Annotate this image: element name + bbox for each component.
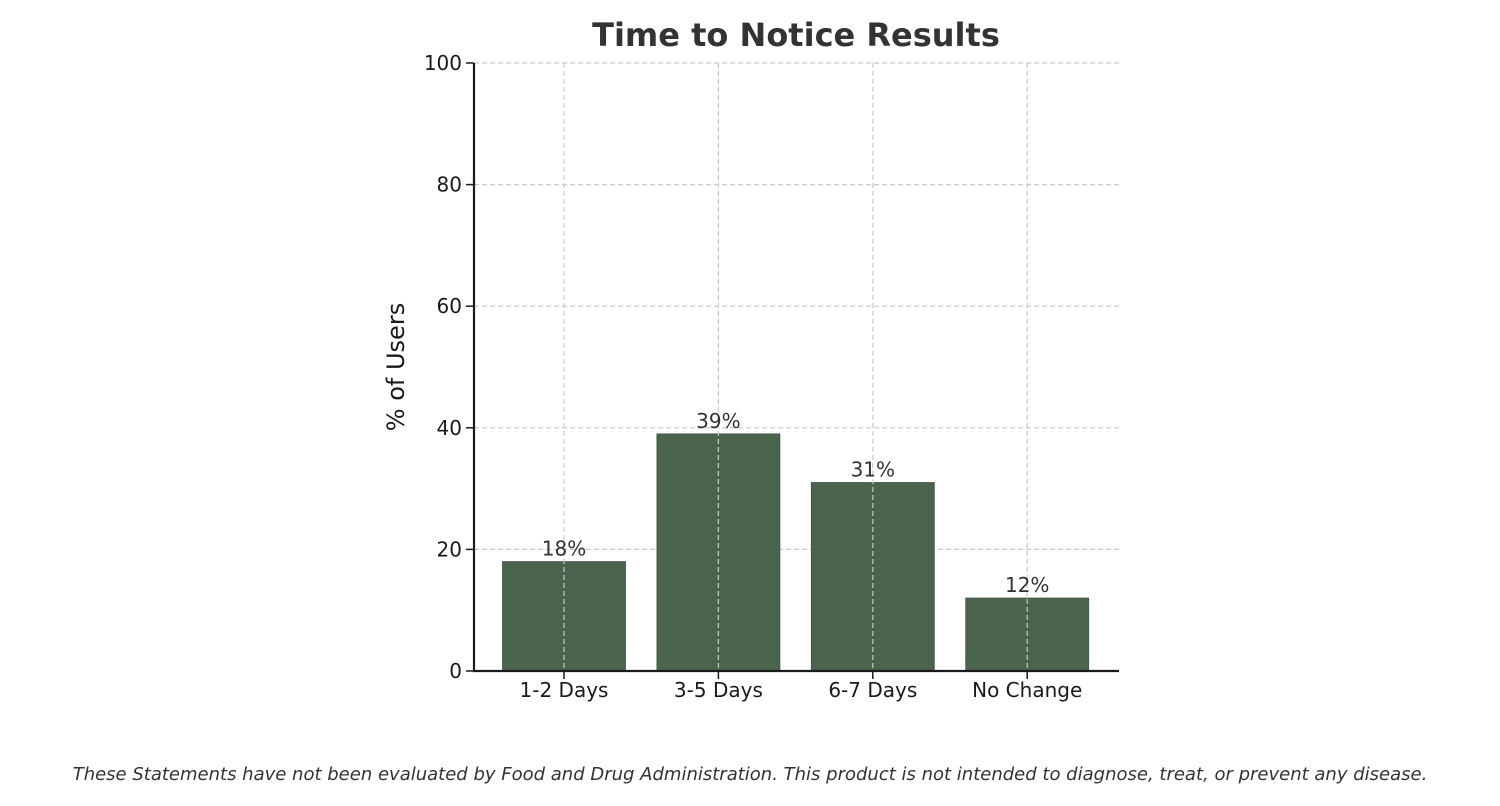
bar-value-label: 31% <box>851 458 895 482</box>
y-tick-label: 0 <box>449 659 462 683</box>
x-tick-label: 1-2 Days <box>520 678 609 702</box>
y-tick-label: 100 <box>424 51 462 75</box>
bar-value-label: 12% <box>1005 573 1049 597</box>
y-axis-label: % of Users <box>382 303 410 431</box>
disclaimer-text: These Statements have not been evaluated… <box>72 764 1428 785</box>
bar-value-label: 18% <box>542 537 586 561</box>
chart-title: Time to Notice Results <box>592 16 1000 54</box>
bar-chart: Time to Notice Results % of Users 0 20 40 6… <box>382 16 1119 702</box>
y-tick-label: 40 <box>437 416 462 440</box>
bar-value-label: 39% <box>696 409 740 433</box>
y-tick-label: 20 <box>437 537 462 561</box>
x-tick-label: 3-5 Days <box>674 678 763 702</box>
y-tick-label: 80 <box>437 173 462 197</box>
x-tick-label: 6-7 Days <box>828 678 917 702</box>
y-tick-label: 60 <box>437 294 462 318</box>
x-tick-label: No Change <box>972 678 1082 702</box>
